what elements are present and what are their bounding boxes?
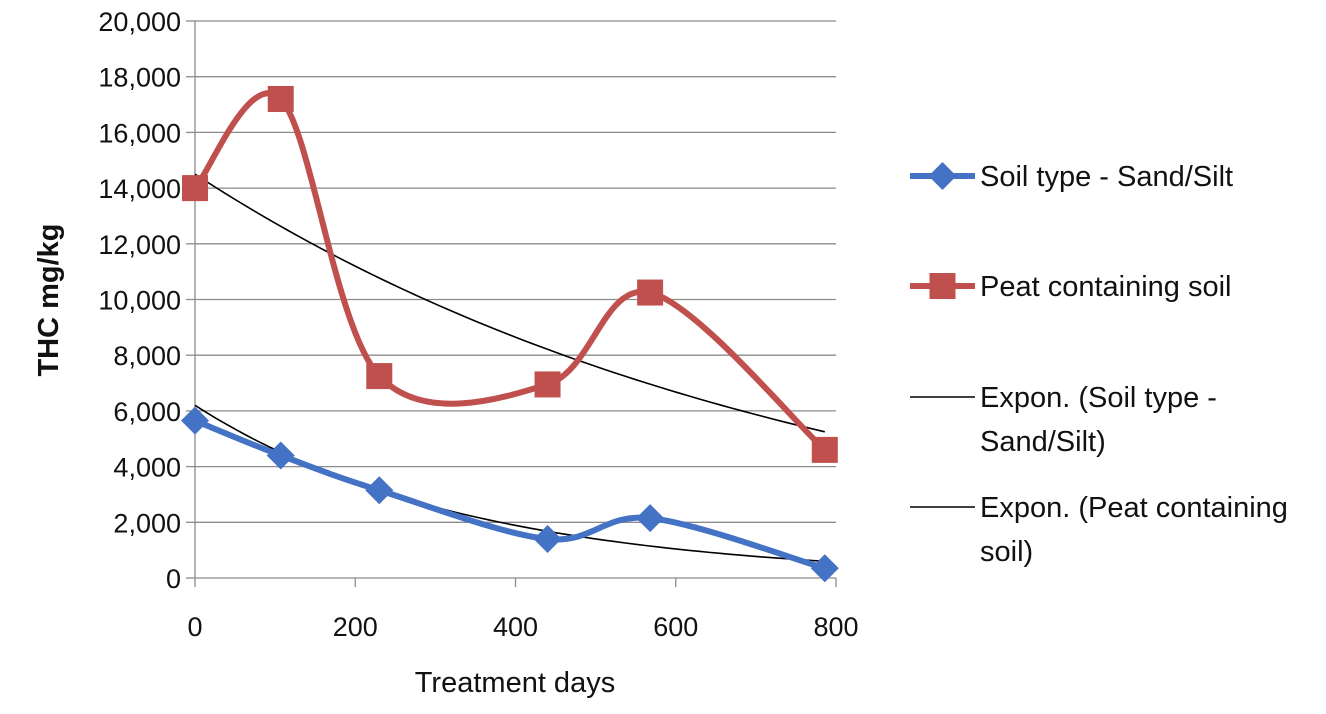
x-tick-label: 0 [187,612,202,642]
legend-entry: Expon. (Peat containing soil) [910,492,1288,568]
y-tick-label: 20,000 [98,7,181,37]
y-axis-title: THC mg/kg [33,223,65,376]
x-tick-label: 400 [493,612,538,642]
series-line [192,417,828,572]
series [181,85,839,583]
y-tick-label: 12,000 [98,230,181,260]
data-point [366,363,393,390]
x-tick-label: 800 [813,612,858,642]
legend-label-continued: Sand/Silt) [980,426,1106,458]
data-point [533,525,562,554]
legend-entry: Soil type - Sand/Silt [910,161,1233,193]
data-point [267,85,294,112]
y-tick-label: 0 [166,564,181,594]
y-tick-label: 8,000 [113,341,181,371]
legend-label: Peat containing soil [980,271,1232,303]
x-axis-title: Treatment days [415,667,615,699]
legend-entry: Expon. (Soil type - Sand/Silt) [910,382,1217,458]
y-tick-label: 14,000 [98,174,181,204]
legend-label: Expon. (Peat containing [980,492,1288,524]
legend-swatch-marker [928,162,957,190]
data-point [637,279,664,306]
y-tick-label: 10,000 [98,286,181,316]
data-point [266,441,295,470]
y-tick-label: 16,000 [98,118,181,148]
data-point [182,175,208,202]
legend-label-continued: soil) [980,536,1033,568]
data-point [365,476,394,505]
series-line [192,90,828,453]
legend-entry: Peat containing soil [910,271,1232,303]
legend: Soil type - Sand/Silt Peat containing soi… [910,161,1288,568]
y-tick-label: 2,000 [113,508,181,538]
data-point [811,436,838,463]
x-tick-label: 600 [653,612,698,642]
trendlines [194,173,825,563]
x-tick-labels: 0 200 400 600 800 [187,612,858,642]
data-point [810,554,839,583]
x-tick-label: 200 [333,612,378,642]
legend-label: Soil type - Sand/Silt [980,161,1233,193]
trendline [194,173,825,433]
data-point [534,371,561,398]
legend-swatch-marker [929,273,956,299]
y-tick-label: 6,000 [113,397,181,427]
data-point [181,406,209,435]
y-tick-label: 4,000 [113,453,181,483]
y-tick-labels: 0 2,000 4,000 6,000 8,000 10,000 12,000 14,000 1… [98,7,181,594]
data-point [636,504,665,533]
y-tick-label: 18,000 [98,63,181,93]
legend-label: Expon. (Soil type - [980,382,1217,414]
